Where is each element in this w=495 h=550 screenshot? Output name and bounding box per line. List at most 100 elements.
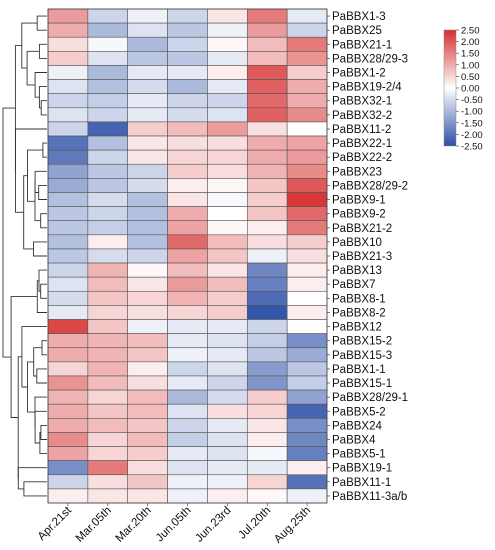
heatmap-cell	[127, 36, 168, 52]
row-label: PaBBX32-2	[332, 110, 392, 122]
heatmap-cell	[286, 36, 328, 52]
dendrogram-branch	[42, 142, 47, 158]
dendrogram-branch	[38, 86, 47, 109]
heatmap-cell	[47, 276, 89, 292]
row-label: PaBBX5-2	[332, 406, 386, 418]
heatmap-cell	[87, 8, 129, 24]
heatmap-cell	[167, 135, 208, 151]
heatmap-cell	[246, 248, 288, 264]
heatmap-cell	[47, 79, 89, 94]
heatmap-cell	[167, 107, 208, 123]
legend-tick-label: 2.50	[461, 26, 480, 37]
heatmap-cell	[127, 248, 168, 264]
row-label: PaBBX5-1	[332, 449, 386, 461]
heatmap-cell	[47, 121, 89, 137]
heatmap-cell	[246, 178, 288, 193]
heatmap-cell	[47, 262, 89, 278]
heatmap-cell	[167, 206, 208, 222]
color-scale-ticks: 2.502.001.501.000.500.00-0.50-1.00-1.50-…	[456, 26, 483, 153]
heatmap-cell	[286, 65, 328, 80]
row-label: PaBBX9-1	[332, 195, 386, 207]
heatmap-cell	[246, 488, 288, 504]
dendrogram-branch	[36, 15, 47, 31]
row-label: PaBBX24	[332, 420, 382, 432]
heatmap-cell	[286, 107, 328, 123]
heatmap-cell	[286, 333, 328, 349]
heatmap-cell	[167, 234, 208, 250]
heatmap-cell	[127, 446, 168, 461]
heatmap-cell	[87, 206, 129, 222]
heatmap-cell	[167, 347, 208, 363]
heatmap-cell	[286, 290, 328, 306]
heatmap-cell	[167, 163, 208, 179]
heatmap-cell	[167, 446, 208, 461]
heatmap-cell	[286, 206, 328, 222]
heatmap-cells	[47, 8, 328, 504]
heatmap-cell	[246, 8, 288, 24]
heatmap-cell	[167, 333, 208, 349]
heatmap-cell	[286, 305, 328, 320]
heatmap-cell	[127, 107, 168, 123]
heatmap-cell	[47, 305, 89, 320]
heatmap-cell	[47, 149, 89, 165]
heatmap-cell	[47, 403, 89, 419]
dendrogram-branch	[38, 43, 47, 59]
dendrogram-branch	[17, 467, 47, 490]
row-label: PaBBX22-1	[332, 138, 392, 150]
heatmap-cell	[47, 347, 89, 363]
heatmap-cell	[286, 446, 328, 461]
legend-tick-label: 0.00	[461, 84, 480, 95]
heatmap-cell	[286, 22, 328, 38]
heatmap-cell	[167, 432, 208, 447]
heatmap-cell	[286, 248, 328, 264]
heatmap-cell	[246, 375, 288, 391]
heatmap-cell	[207, 149, 248, 165]
heatmap-cell	[127, 51, 168, 66]
heatmap-cell	[207, 36, 248, 52]
heatmap-cell	[207, 432, 248, 447]
heatmap-cell	[246, 107, 288, 123]
heatmap-cell	[47, 418, 89, 433]
heatmap-cell	[47, 192, 89, 207]
heatmap-cell	[47, 333, 89, 349]
heatmap-cell	[127, 432, 168, 447]
heatmap-cell	[207, 135, 248, 151]
heatmap-cell	[87, 361, 129, 377]
heatmap-cell	[207, 262, 248, 278]
heatmap-cell	[207, 8, 248, 24]
row-label: PaBBX10	[332, 237, 382, 249]
heatmap-cell	[207, 389, 248, 405]
heatmap-cell	[47, 248, 89, 264]
heatmap-cell	[87, 262, 129, 278]
heatmap-cell	[47, 220, 89, 236]
heatmap-cell	[87, 290, 129, 306]
heatmap-cell	[127, 305, 168, 320]
heatmap-cell	[167, 220, 208, 236]
heatmap-cell	[286, 262, 328, 278]
row-label: PaBBX7	[332, 279, 375, 291]
heatmap-cell	[246, 333, 288, 349]
heatmap-cell	[207, 305, 248, 320]
heatmap-cell	[167, 262, 208, 278]
heatmap-cell	[87, 432, 129, 447]
row-label: PaBBX28/29-1	[332, 392, 408, 404]
heatmap-cell	[87, 474, 129, 490]
heatmap-cell	[127, 418, 168, 433]
dendrogram-branch	[2, 107, 16, 358]
heatmap-cell	[47, 361, 89, 377]
heatmap-cell	[167, 276, 208, 292]
heatmap-cell	[167, 403, 208, 419]
heatmap-cell	[246, 220, 288, 236]
heatmap-cell	[246, 206, 288, 222]
dendrogram-branch	[38, 184, 47, 200]
row-label: PaBBX15-2	[332, 336, 392, 348]
heatmap-cell	[286, 375, 328, 391]
heatmap-cell	[246, 432, 288, 447]
heatmap-cell	[207, 403, 248, 419]
dendrogram-branch	[21, 326, 47, 388]
heatmap-cell	[167, 149, 208, 165]
row-label: PaBBX19-2/4	[332, 82, 402, 94]
heatmap-cell	[286, 418, 328, 433]
legend-tick-label: 2.00	[461, 37, 480, 48]
heatmap-cell	[246, 361, 288, 377]
